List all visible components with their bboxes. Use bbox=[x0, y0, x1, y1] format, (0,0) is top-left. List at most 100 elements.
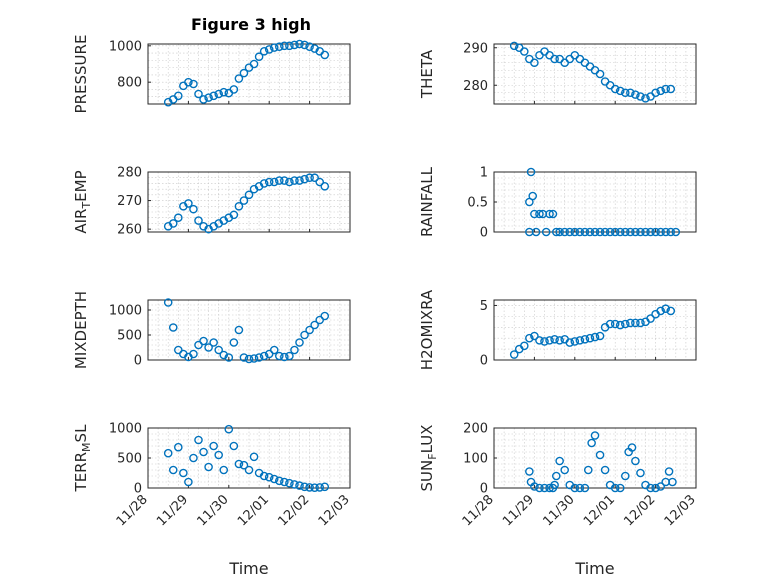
data-point bbox=[540, 483, 549, 493]
y-axis-label: H2OMIXRA bbox=[418, 289, 436, 370]
data-point bbox=[315, 177, 325, 187]
data-point bbox=[656, 227, 665, 237]
data-point bbox=[550, 334, 559, 344]
data-point bbox=[280, 176, 289, 185]
data-point bbox=[636, 92, 645, 101]
data-point bbox=[239, 353, 249, 362]
data-point bbox=[310, 483, 319, 493]
data-point bbox=[280, 41, 289, 51]
data-point bbox=[234, 74, 244, 83]
data-point bbox=[565, 338, 575, 347]
data-point bbox=[173, 213, 183, 223]
data-point bbox=[214, 450, 223, 460]
data-point bbox=[530, 209, 539, 219]
data-point bbox=[610, 84, 620, 94]
data-point bbox=[646, 314, 655, 323]
data-point bbox=[610, 319, 620, 329]
data-point bbox=[320, 181, 330, 191]
data-point bbox=[280, 352, 289, 362]
data-point bbox=[305, 173, 314, 183]
data-point bbox=[627, 443, 637, 452]
data-point bbox=[189, 453, 198, 463]
data-point bbox=[249, 354, 259, 363]
y-axis-label: PRESSURE bbox=[72, 35, 90, 114]
data-point bbox=[219, 465, 229, 475]
data-point bbox=[545, 209, 554, 219]
data-point bbox=[545, 336, 554, 345]
data-point bbox=[585, 333, 595, 343]
data-point bbox=[565, 227, 575, 237]
axes-frame bbox=[493, 299, 697, 361]
figure-title: Figure 3 high bbox=[191, 15, 311, 34]
data-point bbox=[184, 477, 193, 487]
data-point bbox=[575, 227, 585, 237]
y-tick-label: 0 bbox=[480, 354, 488, 369]
data-point bbox=[204, 462, 213, 472]
data-point bbox=[194, 435, 203, 445]
axes-border bbox=[147, 43, 351, 105]
data-point bbox=[656, 86, 665, 96]
axes-border bbox=[147, 299, 351, 361]
data-point bbox=[656, 306, 665, 316]
data-point bbox=[509, 41, 519, 51]
data-point bbox=[234, 325, 244, 335]
y-tick-label: 260 bbox=[117, 223, 142, 238]
data-point bbox=[641, 227, 650, 237]
data-point bbox=[610, 483, 620, 493]
data-point bbox=[184, 199, 193, 208]
data-point bbox=[530, 482, 539, 491]
data-point bbox=[555, 227, 564, 237]
data-point bbox=[590, 332, 600, 342]
data-point bbox=[300, 174, 309, 184]
data-point bbox=[229, 210, 239, 220]
data-point bbox=[621, 471, 630, 481]
data-point bbox=[555, 456, 564, 466]
data-point bbox=[163, 298, 173, 307]
data-point bbox=[646, 227, 655, 237]
data-point bbox=[204, 343, 213, 352]
data-point bbox=[194, 216, 203, 225]
data-point bbox=[194, 89, 203, 99]
data-point bbox=[548, 209, 558, 219]
data-point bbox=[264, 472, 274, 482]
data-point bbox=[560, 465, 570, 475]
axes-border bbox=[147, 171, 351, 233]
y-tick-label: 1000 bbox=[109, 422, 142, 437]
data-point bbox=[605, 227, 615, 237]
data-point bbox=[615, 86, 625, 96]
data-point bbox=[661, 227, 671, 237]
data-point bbox=[570, 227, 580, 237]
data-point bbox=[595, 450, 605, 460]
data-point bbox=[666, 84, 676, 94]
data-point bbox=[264, 45, 274, 54]
data-point bbox=[525, 333, 534, 343]
data-point bbox=[249, 59, 259, 69]
data-point bbox=[651, 227, 660, 237]
data-point bbox=[295, 338, 304, 347]
data-point bbox=[168, 465, 178, 475]
data-point bbox=[219, 87, 229, 97]
data-point bbox=[631, 90, 640, 99]
data-point bbox=[595, 69, 605, 79]
data-point bbox=[551, 471, 561, 481]
data-point bbox=[636, 227, 645, 237]
data-point bbox=[244, 190, 254, 200]
data-point bbox=[595, 227, 605, 237]
data-point bbox=[610, 227, 620, 237]
data-point bbox=[173, 91, 183, 101]
data-point bbox=[315, 483, 325, 492]
data-point bbox=[290, 40, 299, 50]
data-point bbox=[531, 227, 541, 237]
y-tick-label: 200 bbox=[463, 422, 488, 437]
data-point bbox=[320, 311, 330, 321]
data-point bbox=[661, 84, 671, 94]
data-point bbox=[668, 477, 677, 487]
data-point bbox=[229, 441, 239, 451]
data-point bbox=[229, 338, 239, 347]
y-tick-label: 0 bbox=[134, 482, 142, 497]
data-point bbox=[274, 176, 284, 185]
y-axis-label: TERRMSL bbox=[72, 424, 93, 493]
data-point bbox=[285, 41, 294, 51]
data-point bbox=[631, 318, 640, 328]
data-point bbox=[214, 89, 223, 99]
